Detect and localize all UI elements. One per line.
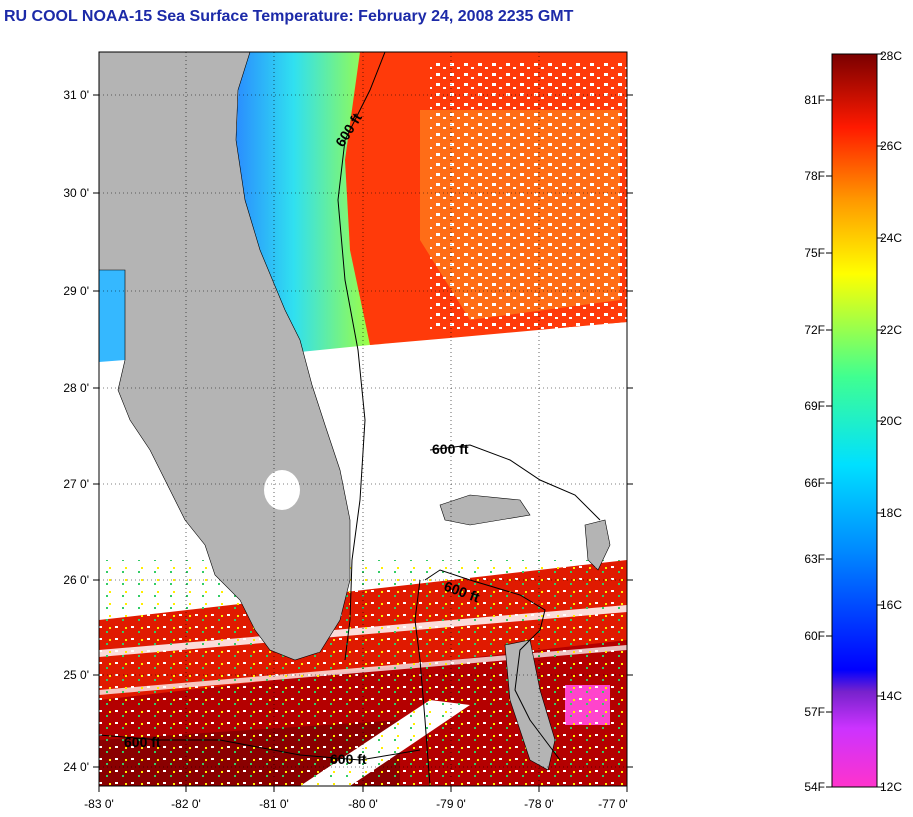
longitude-labels: -83 0' -82 0' -81 0' -80 0' -79 0' -78 0… [84,797,628,811]
latitude-labels: 31 0' 30 0' 29 0' 28 0' 27 0' 26 0' 25 0… [63,88,89,774]
lon-label: -81 0' [259,797,289,811]
fahrenheit-label: 54F [804,780,825,794]
fahrenheit-label: 81F [804,93,825,107]
contour-label: 600 ft [330,751,367,767]
celsius-label: 20C [880,414,902,428]
lat-label: 24 0' [63,760,89,774]
fahrenheit-label: 57F [804,705,825,719]
colorbar-gradient [831,53,878,788]
lat-label: 27 0' [63,477,89,491]
celsius-label: 14C [880,689,902,703]
map-title: RU COOL NOAA-15 Sea Surface Temperature:… [4,8,574,25]
fahrenheit-label: 78F [804,169,825,183]
abaco-island [584,519,611,571]
contour-label: 600 ft [432,441,469,457]
celsius-label: 22C [880,323,902,337]
fahrenheit-label: 75F [804,246,825,260]
celsius-label: 28C [880,49,902,63]
fahrenheit-label: 69F [804,399,825,413]
lon-label: -82 0' [171,797,201,811]
celsius-label: 26C [880,139,902,153]
lon-label: -78 0' [524,797,554,811]
celsius-label: 18C [880,506,902,520]
lon-label: -80 0' [348,797,378,811]
contour-label: 600 ft [124,734,161,750]
lon-label: -83 0' [84,797,114,811]
celsius-label: 16C [880,598,902,612]
fahrenheit-label: 72F [804,323,825,337]
fahrenheit-label: 66F [804,476,825,490]
graticule [99,52,627,786]
celsius-label: 24C [880,231,902,245]
lake-okeechobee [264,470,300,510]
lat-label: 26 0' [63,573,89,587]
map-plot-area: 600 ft 600 ft 600 ft 600 ft 600 ft [99,52,627,786]
grand-bahama-island [439,494,531,526]
fahrenheit-label: 63F [804,552,825,566]
lon-label: -77 0' [598,797,628,811]
lat-label: 29 0' [63,284,89,298]
axis-ticks [93,94,633,792]
lon-label: -79 0' [436,797,466,811]
celsius-label: 12C [880,780,902,794]
fahrenheit-label: 60F [804,629,825,643]
lat-label: 31 0' [63,88,89,102]
lat-label: 25 0' [63,668,89,682]
lat-label: 30 0' [63,186,89,200]
temperature-colorbar: 81F 78F 75F 72F 69F 66F 63F 60F 57F 54F … [804,49,902,794]
isobath-600ft [99,52,601,786]
lat-label: 28 0' [63,381,89,395]
